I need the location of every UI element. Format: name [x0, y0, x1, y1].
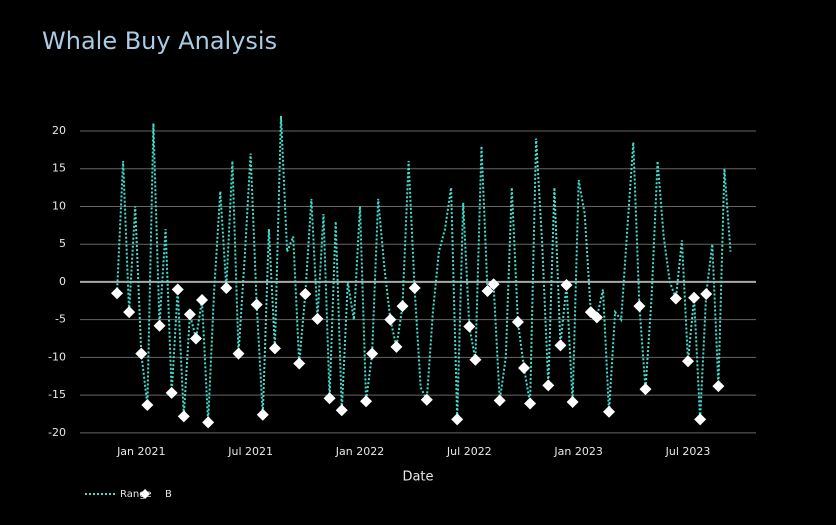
buy-marker — [682, 355, 694, 368]
x-tick-label: Jan 2022 — [335, 445, 384, 458]
legend-swatch[interactable] — [140, 489, 150, 499]
legend-label[interactable]: B — [165, 489, 172, 500]
x-tick-label: Jul 2021 — [227, 445, 273, 458]
buy-marker — [603, 405, 616, 418]
x-tick-label: Jul 2022 — [446, 445, 492, 458]
y-tick-label: -20 — [48, 426, 66, 439]
buy-marker — [712, 380, 725, 393]
buy-marker — [590, 311, 603, 324]
buy-marker — [669, 292, 682, 305]
buy-marker — [135, 347, 148, 360]
buy-marker — [141, 398, 154, 411]
y-tick-label: 10 — [52, 199, 66, 212]
buy-marker — [481, 284, 494, 297]
buy-marker — [408, 281, 421, 294]
buy-marker — [165, 386, 178, 399]
buy-marker — [232, 347, 245, 360]
buy-marker — [554, 339, 567, 352]
buy-marker — [560, 278, 573, 291]
buy-marker — [469, 353, 482, 366]
x-axis-title: Date — [402, 470, 433, 485]
chart-title: Whale Buy Analysis — [42, 27, 277, 55]
buy-marker — [189, 332, 202, 345]
buy-marker — [700, 288, 713, 301]
buy-marker — [396, 300, 409, 313]
buy-marker — [111, 287, 123, 300]
buy-marker — [420, 393, 433, 406]
buy-marker — [384, 313, 397, 326]
buy-marker — [153, 319, 166, 332]
y-tick-label: 0 — [59, 275, 66, 288]
buy-marker — [323, 392, 336, 405]
y-tick-label: 15 — [52, 162, 66, 175]
buy-marker — [196, 294, 209, 307]
x-tick-label: Jan 2021 — [116, 445, 165, 458]
buy-marker — [268, 342, 281, 355]
buy-marker — [171, 283, 184, 296]
y-tick-label: 5 — [59, 237, 66, 250]
legend-label[interactable]: Range — [120, 489, 152, 500]
buy-marker — [493, 394, 506, 407]
buy-marker — [694, 413, 707, 426]
buy-marker — [299, 288, 312, 301]
buy-marker — [542, 379, 555, 392]
buy-marker — [366, 347, 379, 360]
buy-marker — [390, 340, 403, 353]
buy-marker — [451, 413, 464, 426]
buy-marker — [487, 278, 500, 291]
buy-marker — [360, 395, 373, 408]
y-tick-label: -10 — [48, 350, 66, 363]
buy-marker — [524, 397, 537, 410]
buy-marker — [633, 300, 646, 313]
buy-marker — [639, 383, 652, 396]
x-tick-label: Jul 2023 — [665, 445, 711, 458]
buy-marker — [688, 291, 701, 304]
buy-marker — [177, 410, 190, 423]
y-tick-label: -5 — [55, 313, 66, 326]
buy-marker — [517, 361, 530, 374]
buy-marker — [335, 404, 348, 417]
buy-marker — [220, 281, 233, 294]
buy-marker — [511, 315, 524, 328]
y-tick-label: 20 — [52, 124, 66, 137]
buy-marker — [183, 308, 196, 321]
buy-marker — [566, 395, 579, 408]
buy-marker — [202, 416, 215, 429]
buy-marker — [293, 357, 306, 370]
buy-marker — [256, 408, 269, 421]
buy-marker — [250, 298, 263, 311]
buy-marker — [463, 320, 476, 333]
buy-marker — [123, 306, 136, 319]
y-tick-label: -15 — [48, 388, 66, 401]
x-tick-label: Jan 2023 — [553, 445, 602, 458]
buy-marker — [311, 312, 324, 325]
